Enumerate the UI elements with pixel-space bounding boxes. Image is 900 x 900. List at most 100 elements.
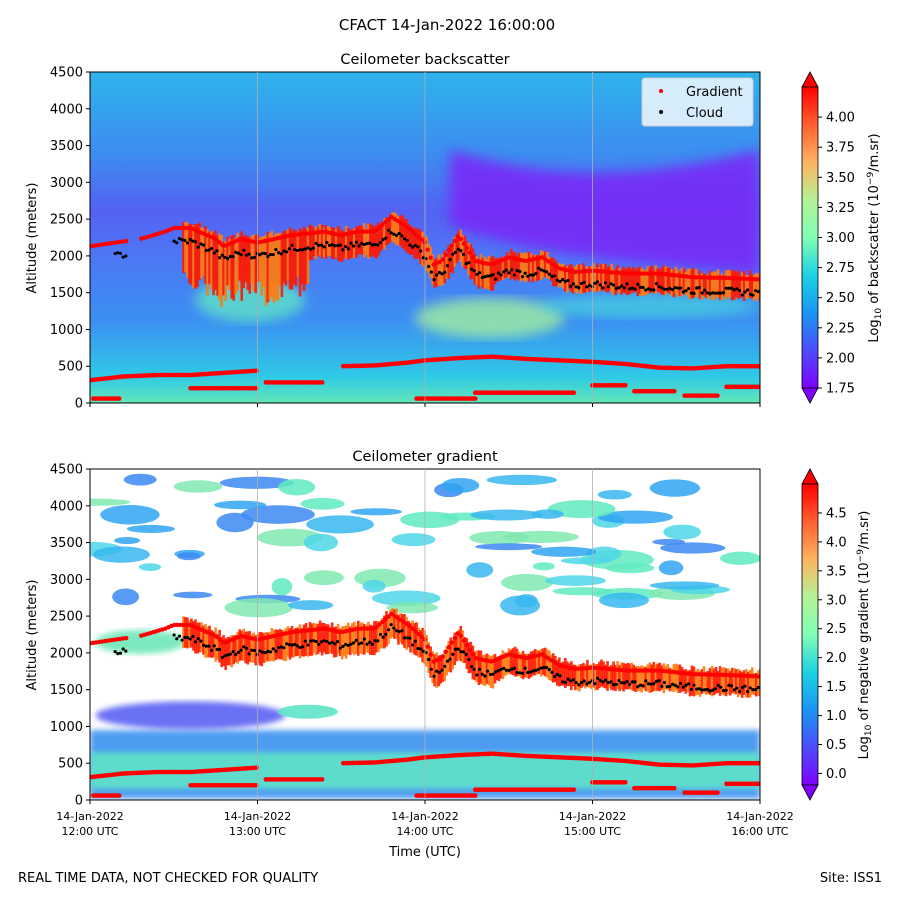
cloud-column <box>461 235 465 268</box>
x-tick-time: 12:00 UTC <box>61 825 118 838</box>
cloud-point <box>496 271 500 275</box>
cloud-column <box>568 264 571 289</box>
cloud-point <box>729 286 734 290</box>
colorbar-tick-label: 1.5 <box>826 680 847 695</box>
cloud-column <box>622 266 625 293</box>
cloud-column <box>549 257 553 281</box>
cloud-column <box>602 661 605 688</box>
cloud-column <box>264 632 268 663</box>
cloud-point <box>118 251 123 256</box>
cloud-column <box>322 228 326 258</box>
cloud-column <box>598 661 601 688</box>
cloud-point <box>121 255 125 259</box>
cloud-column <box>296 627 300 656</box>
legend: Gradient Cloud <box>641 77 754 127</box>
gradient-point <box>178 622 183 628</box>
cloud-column <box>280 233 284 298</box>
cloud-point <box>327 641 332 645</box>
cloud-column <box>385 217 388 246</box>
cloud-column <box>658 662 662 692</box>
cloud-column <box>652 269 656 294</box>
gradient-markers <box>90 611 760 798</box>
gradient-point <box>571 390 577 396</box>
cloud-point <box>357 642 361 646</box>
gradient-patch <box>532 562 555 571</box>
y-tick-label: 2000 <box>50 646 83 661</box>
cloud-column <box>405 218 408 253</box>
cloud-column <box>310 225 314 261</box>
cloud-point <box>512 666 517 670</box>
gradient-point <box>651 668 657 673</box>
cloud-column <box>270 231 274 297</box>
cloud-column <box>557 263 561 288</box>
cloud-column <box>308 224 312 261</box>
cloud-point <box>295 644 299 648</box>
cloud-column <box>628 266 631 295</box>
cloud-point <box>721 689 726 693</box>
cloud-point <box>247 252 251 256</box>
gradient-ylabel: Altitude (meters) <box>25 580 40 691</box>
gradient-patch <box>362 579 386 593</box>
cloud-column <box>401 215 404 249</box>
cloud-point <box>657 679 661 683</box>
cloud-point <box>665 287 669 291</box>
cloud-column <box>574 266 577 293</box>
cloud-column <box>328 626 332 654</box>
gradient-point <box>470 255 476 260</box>
gradient-point <box>404 224 409 230</box>
cloud-column <box>320 622 324 656</box>
cloud-column <box>748 670 752 698</box>
legend-cloud-marker <box>659 110 663 114</box>
gradient-patch <box>660 542 726 554</box>
cloud-point <box>341 248 345 252</box>
gradient-patch <box>100 504 160 525</box>
gradient-point <box>184 622 189 628</box>
cloud-point <box>236 650 241 654</box>
gradient-vgrid <box>257 469 593 800</box>
cloud-column <box>226 236 229 286</box>
cloud-column <box>471 248 475 279</box>
cloud-column <box>437 254 440 286</box>
cloud-point <box>277 646 281 650</box>
cloud-column <box>598 267 601 292</box>
cloud-column <box>664 665 668 690</box>
gradient-patch <box>216 512 254 533</box>
cloud-column <box>234 635 237 663</box>
gradient-point <box>214 634 219 640</box>
cloud-point <box>740 686 744 690</box>
cloud-point <box>547 272 551 276</box>
cloud-column <box>658 269 662 293</box>
cloud-point <box>368 640 372 644</box>
cloud-column <box>485 258 489 289</box>
cloud-point <box>448 257 452 262</box>
cloud-point <box>185 241 190 245</box>
cloud-column <box>666 267 670 293</box>
cloud-column <box>284 230 288 286</box>
cloud-column <box>479 254 483 287</box>
gradient-patch <box>466 562 494 578</box>
colorbar-tick-label: 3.00 <box>826 231 855 246</box>
cloud-column <box>238 629 242 661</box>
gradient-point <box>639 668 644 673</box>
cloud-column <box>730 269 734 301</box>
cloud-point <box>756 289 760 294</box>
cloud-column <box>399 613 402 643</box>
cloud-point <box>400 234 404 238</box>
gradient-point <box>377 225 382 230</box>
gradient-point <box>446 645 451 650</box>
cloud-point <box>201 643 206 647</box>
cloud-point <box>234 250 238 254</box>
cloud-point <box>258 649 262 653</box>
cloud-point <box>333 244 337 248</box>
cloud-column <box>682 268 686 295</box>
cloud-point <box>518 671 522 675</box>
cloud-column <box>499 654 503 679</box>
cloud-column <box>206 626 209 658</box>
cloud-column <box>200 622 203 653</box>
cloud-column <box>570 264 573 292</box>
cloud-column <box>553 260 557 287</box>
cloud-point <box>735 686 739 690</box>
gradient-point <box>386 217 391 222</box>
cloud-column <box>389 214 392 243</box>
